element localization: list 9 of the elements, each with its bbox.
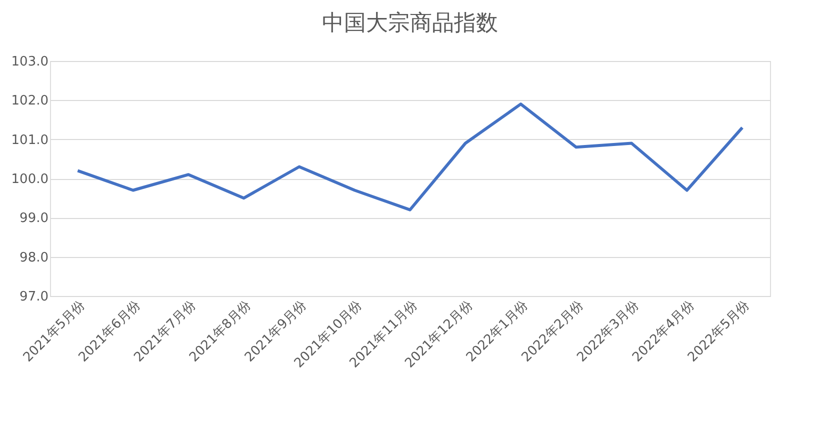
line-series xyxy=(76,102,744,212)
y-tick-label: 100.0 xyxy=(11,172,48,187)
y-tick-label: 102.0 xyxy=(11,94,48,109)
y-tick-label: 98.0 xyxy=(20,250,48,266)
y-tick-label: 97.0 xyxy=(20,290,48,304)
y-tick-label: 103.0 xyxy=(11,54,48,70)
y-tick-label: 99.0 xyxy=(20,211,48,226)
chart-title: 中国大宗商品指数 xyxy=(322,11,498,36)
y-tick-label: 101.0 xyxy=(11,132,48,148)
